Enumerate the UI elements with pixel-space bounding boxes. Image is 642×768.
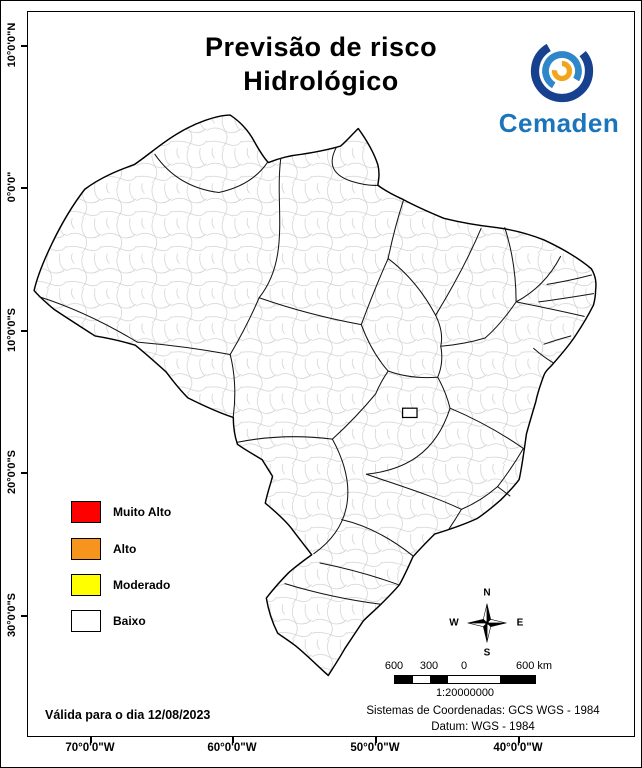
legend-swatch-alto <box>71 538 101 560</box>
compass-south-label: S <box>483 647 491 659</box>
lon-tick <box>375 737 377 743</box>
lat-label-10n: 10°0'0"N <box>6 22 18 68</box>
legend-swatch-moderado <box>71 574 101 596</box>
lon-label-70w: 70°0'0"W <box>65 742 115 754</box>
compass-rose-icon <box>467 603 507 643</box>
lat-label-20s: 20°0'0"S <box>6 449 18 495</box>
legend-label-alto: Alto <box>113 542 137 556</box>
map-neatline <box>27 11 635 737</box>
cemaden-logo-icon <box>530 39 594 103</box>
lat-label-0: 0°0'0" <box>6 171 18 203</box>
lat-tick <box>21 45 27 47</box>
coordinate-system-text: Sistemas de Coordenadas: GCS WGS - 1984 … <box>353 703 613 735</box>
state-borders <box>38 146 595 605</box>
lat-tick <box>21 472 27 474</box>
scale-segment <box>412 676 430 683</box>
cemaden-logo-text: Cemaden <box>498 108 620 138</box>
legend-swatch-baixo <box>71 610 101 632</box>
scale-tick-600-left: 600 <box>384 660 404 672</box>
scale-bar-blocks <box>394 675 536 684</box>
crs-line-1: Sistemas de Coordenadas: GCS WGS - 1984 <box>366 705 600 717</box>
lon-label-40w: 40°0'0"W <box>493 742 543 754</box>
scale-segment <box>447 676 465 683</box>
legend-label-baixo: Baixo <box>113 614 146 628</box>
lat-tick <box>21 187 27 189</box>
scale-tick-300: 300 <box>419 660 439 672</box>
cemaden-logo: Cemaden <box>484 35 634 139</box>
lat-label-30s: 30°0'0"S <box>6 592 18 638</box>
scale-segment <box>395 676 413 683</box>
logo-swirl-outer <box>530 39 594 103</box>
compass-north-label: N <box>483 587 491 599</box>
legend-label-muito-alto: Muito Alto <box>113 505 172 519</box>
lat-tick <box>21 330 27 332</box>
lat-tick <box>21 615 27 617</box>
title-line-1: Previsão de risco <box>204 32 438 62</box>
lon-tick <box>518 737 520 743</box>
scale-segment <box>430 676 448 683</box>
brazil-map <box>33 114 597 677</box>
legend-label-moderado: Moderado <box>113 578 171 592</box>
compass-east-label: E <box>516 617 524 629</box>
scale-tick-600-km: 600 km <box>515 660 553 672</box>
legend-swatch-muito-alto <box>71 501 101 523</box>
scale-segment <box>500 676 535 683</box>
lon-tick <box>90 737 92 743</box>
lon-label-60w: 60°0'0"W <box>207 742 257 754</box>
compass-west-label: W <box>449 617 459 629</box>
lat-label-10s: 10°0'0"S <box>6 307 18 353</box>
distrito-federal-rectangle <box>401 407 418 419</box>
lon-tick <box>232 737 234 743</box>
validity-date-text: Válida para o dia 12/08/2023 <box>45 708 211 722</box>
title-line-2: Hidrológico <box>243 65 399 96</box>
scale-ratio: 1:20000000 <box>435 687 495 699</box>
lon-label-50w: 50°0'0"W <box>350 742 400 754</box>
logo-swirl-inner <box>551 60 573 82</box>
scale-segment <box>465 676 500 683</box>
brazil-outline <box>33 114 597 677</box>
logo-swirl-middle <box>542 51 582 91</box>
scale-tick-0: 0 <box>460 660 468 672</box>
map-title: Previsão de risco Hidrológico <box>151 31 491 99</box>
crs-line-2: Datum: WGS - 1984 <box>431 721 535 734</box>
